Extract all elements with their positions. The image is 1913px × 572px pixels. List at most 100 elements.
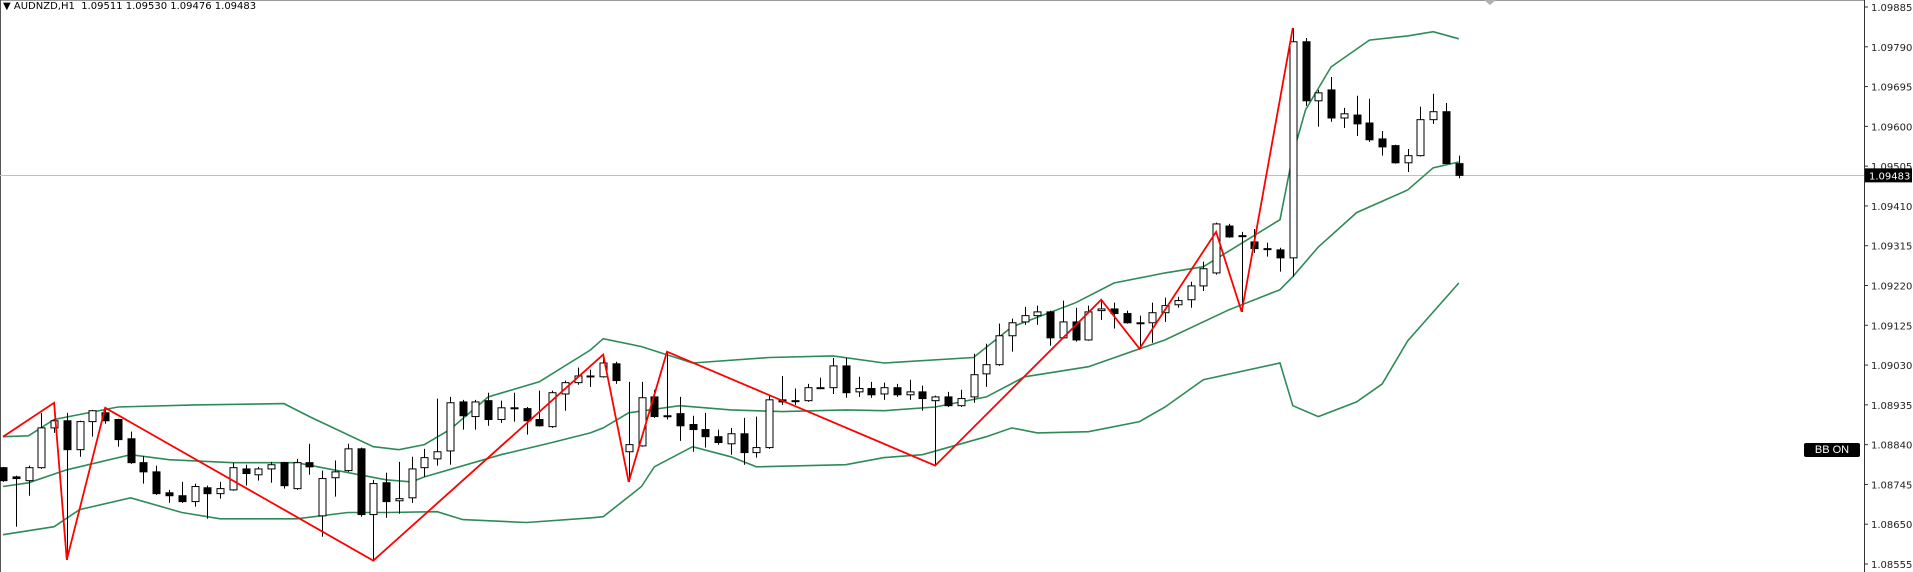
candle-body-bull <box>548 392 557 428</box>
y-tick-label: 1.09220 <box>1871 282 1912 293</box>
candle <box>1327 76 1336 122</box>
candle-body-bear <box>459 401 468 417</box>
candle-body-bull <box>408 468 417 499</box>
candle <box>12 475 21 527</box>
candle-body-bull <box>638 397 647 447</box>
candle <box>829 357 838 394</box>
current-price-label: 1.09483 <box>1869 171 1910 182</box>
candle-body-bull <box>765 399 774 449</box>
candle <box>1174 296 1183 308</box>
candle <box>867 381 876 398</box>
candle-body-bear <box>689 424 698 431</box>
candle-body-bear <box>1225 225 1234 238</box>
candle-body-bull <box>829 365 838 389</box>
candle <box>293 458 302 490</box>
candle-body-bear <box>1442 111 1451 165</box>
candle-body-bull <box>625 444 634 453</box>
bb-toggle-button[interactable]: BB ON <box>1804 443 1860 457</box>
candle-body-bear <box>165 492 174 497</box>
candle <box>1353 95 1362 136</box>
candle <box>535 390 544 427</box>
candle-body-bull <box>982 364 991 375</box>
candle <box>305 443 314 475</box>
candle <box>1302 37 1311 106</box>
candle <box>280 461 289 489</box>
candle <box>1008 318 1017 352</box>
candle-body-bull <box>1199 268 1208 287</box>
candle <box>114 418 123 447</box>
candle-body-bull <box>344 448 353 472</box>
candle <box>229 462 238 491</box>
candle <box>752 416 761 458</box>
candle-body-bear <box>893 387 902 396</box>
candle-body-bull <box>1416 119 1425 157</box>
candle <box>842 357 851 398</box>
y-tick-label: 1.09125 <box>1871 321 1912 332</box>
candle-body-bear <box>663 415 672 418</box>
candle-body-bear <box>280 462 289 487</box>
candle <box>50 419 59 433</box>
candle <box>191 483 200 507</box>
candle-body-bear <box>510 407 519 410</box>
y-tick-label: 1.09885 <box>1871 3 1912 14</box>
candle <box>242 464 251 486</box>
candle-body-bear <box>816 387 825 390</box>
candle <box>612 361 621 384</box>
current-price-badge <box>1865 168 1912 183</box>
candle-body-bear <box>1046 311 1055 339</box>
candle-body-bear <box>357 448 366 516</box>
candle-body-bull <box>76 421 85 451</box>
candle <box>714 429 723 445</box>
candle-body-bull <box>1314 92 1323 102</box>
candle <box>663 351 672 420</box>
candle <box>1365 98 1374 142</box>
candle <box>1046 310 1055 346</box>
candle <box>139 455 148 484</box>
candle <box>995 323 1004 366</box>
candle <box>701 412 710 448</box>
candle-body-bull <box>1174 300 1183 306</box>
candle <box>1391 144 1400 164</box>
candle-body-bull <box>420 457 429 469</box>
y-tick-label: 1.08650 <box>1871 520 1912 531</box>
candle-body-bull <box>88 410 97 423</box>
candle <box>1033 305 1042 325</box>
candle <box>791 388 800 405</box>
candle-body-bull <box>395 498 404 502</box>
candle-body-bull <box>855 388 864 393</box>
candle-body-bull <box>1097 308 1106 312</box>
candle-body-bull <box>497 407 506 421</box>
candle <box>765 394 774 449</box>
candle-body-bull <box>267 464 276 470</box>
candle <box>1187 281 1196 308</box>
candle <box>1416 106 1425 157</box>
candle-body-bull <box>1340 113 1349 119</box>
candle <box>804 383 813 402</box>
y-tick-label: 1.09410 <box>1871 202 1912 213</box>
candle-body-bear <box>612 363 621 382</box>
candle-body-bull <box>1021 315 1030 323</box>
candle <box>918 385 927 411</box>
candle <box>523 406 532 435</box>
candle <box>127 431 136 464</box>
y-tick-label: 1.08935 <box>1871 401 1912 412</box>
candle-body-bear <box>63 420 72 451</box>
candle-body-bear <box>139 462 148 473</box>
candle-body-bear <box>523 408 532 422</box>
candle-body-bull <box>331 471 340 479</box>
candle <box>254 466 263 481</box>
candle <box>63 412 72 560</box>
candle <box>408 456 417 503</box>
chart-shift-marker-icon[interactable] <box>1484 0 1496 5</box>
zigzag-line <box>2 27 1294 562</box>
candle <box>548 390 557 428</box>
candle-body-bull <box>970 374 979 398</box>
y-tick-label: 1.09030 <box>1871 361 1912 372</box>
candle <box>1429 93 1438 124</box>
y-tick-label: 1.09315 <box>1871 242 1912 253</box>
candle <box>446 396 455 465</box>
candle <box>816 377 825 390</box>
triangle-down-icon[interactable]: ▼ <box>3 1 14 12</box>
candle-body-bear <box>714 436 723 444</box>
